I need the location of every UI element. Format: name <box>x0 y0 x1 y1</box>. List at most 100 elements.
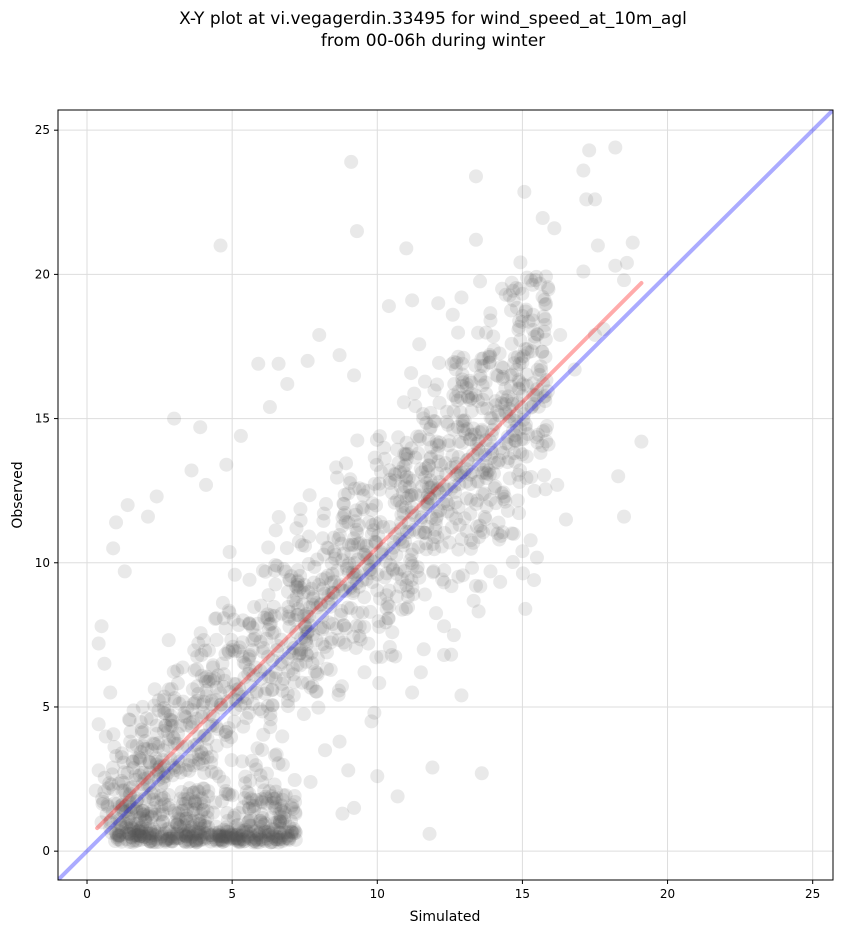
data-point <box>280 825 295 840</box>
data-point <box>336 496 351 511</box>
data-point <box>203 834 218 849</box>
data-point <box>347 567 362 582</box>
data-point <box>239 824 254 839</box>
data-point <box>356 538 371 553</box>
data-point <box>143 834 158 849</box>
data-point <box>277 810 292 825</box>
data-point <box>444 520 459 535</box>
data-point <box>287 674 302 689</box>
data-point <box>351 518 366 533</box>
data-point <box>478 465 493 480</box>
data-point <box>262 400 277 415</box>
data-point <box>398 446 413 461</box>
data-point <box>180 787 195 802</box>
data-point <box>289 521 304 536</box>
data-point <box>251 826 266 841</box>
data-point <box>246 835 261 850</box>
data-point <box>320 540 335 555</box>
data-point <box>506 526 521 541</box>
data-point <box>501 437 516 452</box>
data-point <box>260 682 275 697</box>
data-point <box>390 493 405 508</box>
data-point <box>179 829 194 844</box>
data-point <box>222 545 237 560</box>
data-point <box>197 825 212 840</box>
data-point <box>127 828 142 843</box>
data-point <box>464 427 479 442</box>
data-point <box>164 681 179 696</box>
data-point <box>139 821 154 836</box>
data-point <box>199 683 214 698</box>
data-point <box>249 762 264 777</box>
data-point <box>484 450 499 465</box>
data-point <box>233 698 248 713</box>
data-point <box>179 808 194 823</box>
data-point <box>513 255 528 270</box>
data-point <box>399 241 414 256</box>
data-point <box>312 327 327 342</box>
data-point <box>550 477 565 492</box>
data-point <box>349 522 364 537</box>
data-point <box>386 540 401 555</box>
data-point <box>285 798 300 813</box>
data-point <box>528 273 543 288</box>
data-point <box>455 375 470 390</box>
data-point <box>286 593 301 608</box>
data-point <box>208 832 223 847</box>
data-point <box>242 662 257 677</box>
data-point <box>162 824 177 839</box>
data-point <box>191 756 206 771</box>
data-point <box>323 662 338 677</box>
data-point <box>274 606 289 621</box>
data-point <box>383 557 398 572</box>
data-point <box>476 462 491 477</box>
data-point <box>133 829 148 844</box>
data-point <box>241 829 256 844</box>
data-point <box>229 831 244 846</box>
data-point <box>170 726 185 741</box>
data-point <box>100 797 115 812</box>
data-point <box>119 787 134 802</box>
data-point <box>430 466 445 481</box>
data-point <box>463 432 478 447</box>
data-point <box>341 486 356 501</box>
data-point <box>417 587 432 602</box>
data-point <box>311 577 326 592</box>
data-point <box>398 602 413 617</box>
data-point <box>309 684 324 699</box>
data-point <box>253 768 268 783</box>
data-point <box>123 814 138 829</box>
data-point <box>133 829 148 844</box>
data-point <box>488 394 503 409</box>
data-point <box>478 375 493 390</box>
data-point <box>488 496 503 511</box>
data-point <box>225 788 240 803</box>
data-point <box>260 796 275 811</box>
data-point <box>272 817 287 832</box>
data-point <box>231 643 246 658</box>
data-point <box>387 466 402 481</box>
data-point <box>369 498 384 513</box>
data-point <box>385 561 400 576</box>
data-point <box>332 528 347 543</box>
data-point <box>187 738 202 753</box>
data-point <box>327 544 342 559</box>
data-point <box>253 664 268 679</box>
data-point <box>165 834 180 849</box>
data-point <box>165 729 180 744</box>
data-point <box>228 819 243 834</box>
data-point <box>265 698 280 713</box>
data-point <box>223 830 238 845</box>
data-point <box>429 606 444 621</box>
data-point <box>587 192 602 207</box>
data-point <box>203 672 218 687</box>
data-point <box>263 608 278 623</box>
data-point <box>274 655 289 670</box>
data-point <box>315 531 330 546</box>
data-point <box>284 569 299 584</box>
data-point <box>196 705 211 720</box>
y-tick-label: 5 <box>42 700 50 714</box>
data-point <box>524 344 539 359</box>
data-point <box>268 784 283 799</box>
data-point <box>293 646 308 661</box>
